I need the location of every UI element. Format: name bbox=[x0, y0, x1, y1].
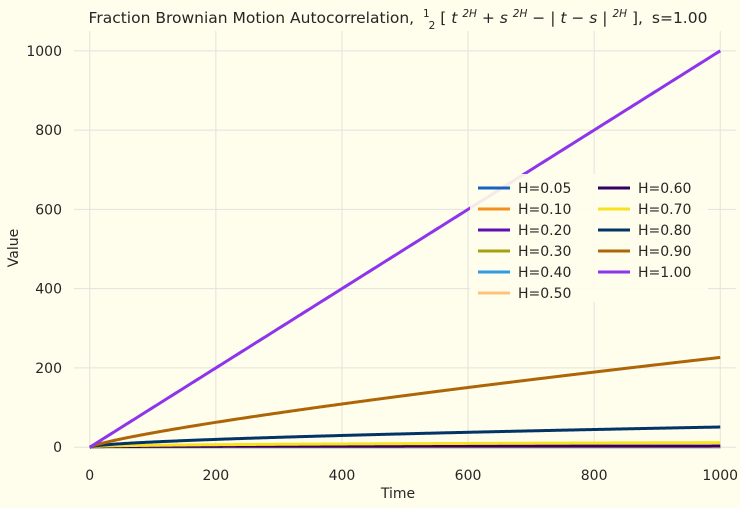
x-axis-label: Time bbox=[380, 486, 415, 502]
title-suffix: s=1.00 bbox=[652, 9, 708, 27]
legend-entry: H=0.40 bbox=[478, 265, 571, 281]
series-line-h-1-00 bbox=[88, 49, 722, 449]
legend-label: H=1.00 bbox=[638, 265, 691, 281]
legend-frame bbox=[470, 174, 708, 302]
x-tick-label: 200 bbox=[202, 468, 229, 484]
series-line-h-0-80 bbox=[89, 425, 721, 449]
title-plus: + bbox=[482, 9, 500, 27]
legend-label: H=0.60 bbox=[638, 181, 691, 197]
legend-entry: H=0.10 bbox=[478, 202, 571, 218]
legend-entry: H=0.50 bbox=[478, 286, 571, 302]
x-tick-label: 0 bbox=[85, 468, 94, 484]
legend: H=0.05 H=0.10 H=0.20 H=0.30 H=0.40 H=0.50 H=0.… bbox=[470, 174, 708, 302]
legend-label: H=0.50 bbox=[518, 286, 571, 302]
title-s: s bbox=[500, 9, 508, 27]
x-tick-label: 400 bbox=[329, 468, 356, 484]
title-open-bracket: [ bbox=[440, 9, 446, 27]
title-minus: − bbox=[532, 9, 550, 27]
legend-entry: H=0.60 bbox=[598, 181, 691, 197]
legend-label: H=0.80 bbox=[638, 223, 691, 239]
title-t: t bbox=[451, 9, 458, 27]
y-tick-label: 0 bbox=[53, 440, 62, 456]
x-tick-label: 800 bbox=[581, 468, 608, 484]
legend-label: H=0.20 bbox=[518, 223, 571, 239]
legend-label: H=0.90 bbox=[638, 244, 691, 260]
y-axis-label: Value bbox=[6, 229, 22, 267]
legend-entry: H=1.00 bbox=[598, 265, 691, 281]
y-tick-label: 600 bbox=[35, 202, 62, 218]
title-exp3: 2H bbox=[612, 8, 627, 20]
legend-entry: H=0.30 bbox=[478, 244, 571, 260]
legend-label: H=0.05 bbox=[518, 181, 571, 197]
title-close-bracket: ], bbox=[632, 9, 643, 27]
title-prefix: Fraction Brownian Motion Autocorrelation… bbox=[89, 9, 415, 27]
svg-text:Fraction Brownian Motion Autoc: Fraction Brownian Motion Autocorrelation… bbox=[89, 3, 708, 33]
legend-label: H=0.30 bbox=[518, 244, 571, 260]
title-abs-expr: | t − s | bbox=[550, 9, 607, 27]
title-half-denominator: 2 bbox=[429, 20, 436, 32]
legend-label: H=0.10 bbox=[518, 202, 571, 218]
x-tick-label: 600 bbox=[455, 468, 482, 484]
title-exp2: 2H bbox=[513, 8, 528, 20]
x-axis-ticks: 0 200 400 600 800 1000 bbox=[85, 468, 738, 484]
y-axis-ticks: 0 200 400 600 800 1000 bbox=[26, 44, 62, 456]
y-tick-label: 400 bbox=[35, 282, 62, 298]
series-lines bbox=[88, 49, 722, 449]
legend-entry: H=0.70 bbox=[598, 202, 691, 218]
y-tick-label: 200 bbox=[35, 361, 62, 377]
title-exp1: 2H bbox=[462, 8, 477, 20]
chart-title: Fraction Brownian Motion Autocorrelation… bbox=[89, 3, 708, 33]
x-tick-label: 1000 bbox=[702, 468, 738, 484]
series-line-h-0-90 bbox=[89, 355, 721, 449]
legend-entry: H=0.80 bbox=[598, 223, 691, 239]
y-tick-label: 800 bbox=[35, 123, 62, 139]
legend-entry: H=0.05 bbox=[478, 181, 571, 197]
title-half-numerator: 1 bbox=[423, 8, 430, 20]
y-tick-label: 1000 bbox=[26, 44, 62, 60]
legend-entry: H=0.90 bbox=[598, 244, 691, 260]
legend-label: H=0.70 bbox=[638, 202, 691, 218]
legend-label: H=0.40 bbox=[518, 265, 571, 281]
legend-entry: H=0.20 bbox=[478, 223, 571, 239]
series-line-h-0-70 bbox=[89, 441, 721, 449]
